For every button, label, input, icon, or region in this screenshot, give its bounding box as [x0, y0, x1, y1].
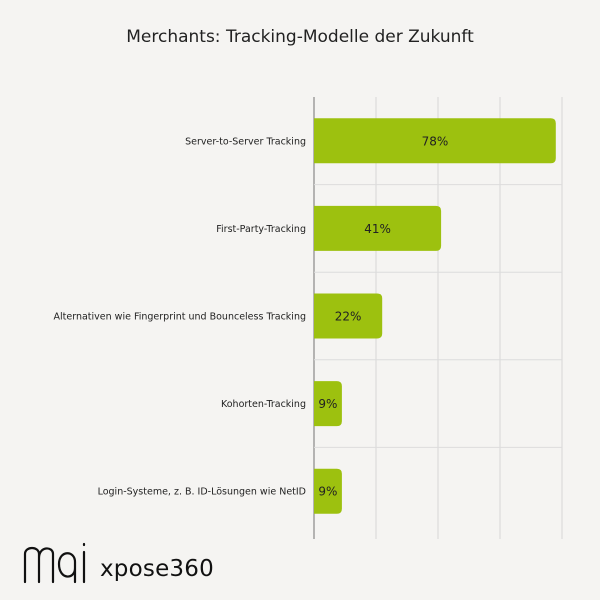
mai-logo: [23, 542, 86, 584]
bar: [314, 468, 342, 514]
bar: [314, 293, 383, 339]
bar: [314, 118, 556, 164]
bar: [314, 381, 342, 427]
category-label: Kohorten-Tracking: [221, 399, 306, 410]
bar: [314, 205, 442, 251]
value-label: 78%: [422, 134, 449, 148]
category-labels: Server-to-Server Tracking First-Party-Tra…: [54, 136, 306, 497]
category-label: Server-to-Server Tracking: [185, 136, 306, 147]
value-label: 41%: [364, 222, 391, 236]
category-label: Login-Systeme, z. B. ID-Lösungen wie Net…: [98, 487, 306, 498]
category-label: Alternativen wie Fingerprint und Bouncel…: [54, 312, 306, 323]
value-label: 9%: [318, 397, 337, 411]
chart-title: Merchants: Tracking-Modelle der Zukunft: [126, 27, 474, 47]
value-label: 9%: [318, 485, 337, 499]
value-label: 22%: [335, 310, 362, 324]
footer-logos: xpose360: [22, 538, 214, 586]
xpose360-logo: xpose360: [100, 556, 214, 582]
category-label: First-Party-Tracking: [216, 224, 306, 235]
value-labels: 78% 41% 22% 9% 9%: [318, 134, 448, 498]
bars: [314, 118, 556, 514]
